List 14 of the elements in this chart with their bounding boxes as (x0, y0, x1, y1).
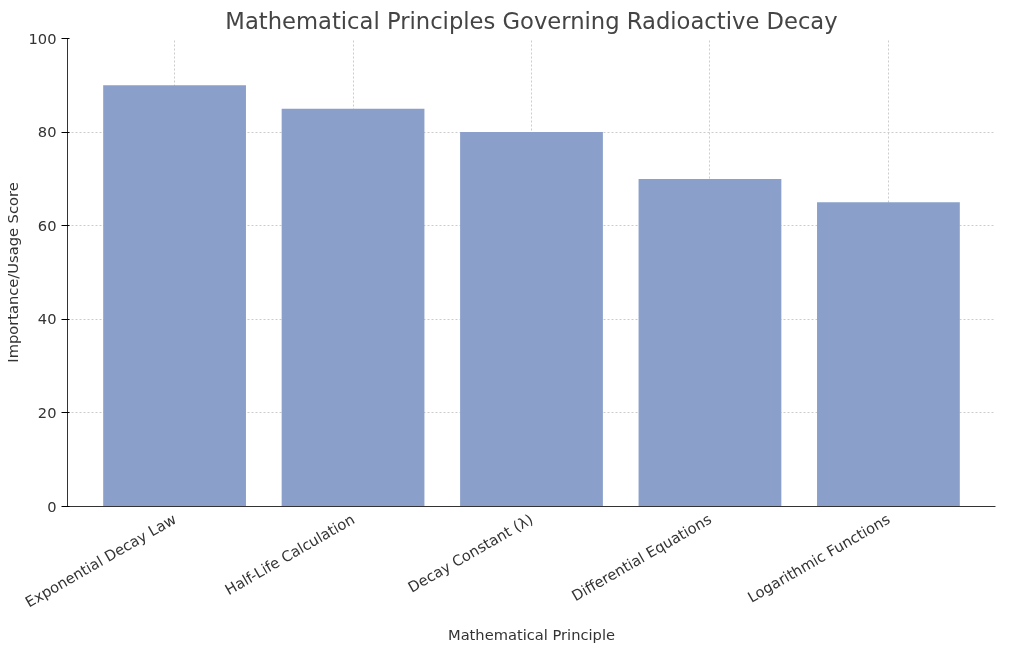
bar (460, 132, 603, 507)
y-tick-label: 60 (37, 216, 57, 234)
y-tick-label: 20 (37, 403, 57, 421)
bar (103, 85, 246, 507)
y-axis-title: Importance/Usage Score (3, 182, 21, 363)
chart-title: Mathematical Principles Governing Radioactive Decay (225, 7, 838, 34)
x-axis-title: Mathematical Principle (447, 625, 616, 643)
y-tick-label: 80 (37, 123, 57, 141)
y-tick-label: 40 (37, 310, 57, 328)
y-tick-label: 100 (28, 29, 57, 47)
bar (281, 108, 425, 507)
bar (817, 202, 960, 507)
bar (638, 178, 782, 507)
y-tick-label: 0 (47, 497, 57, 515)
